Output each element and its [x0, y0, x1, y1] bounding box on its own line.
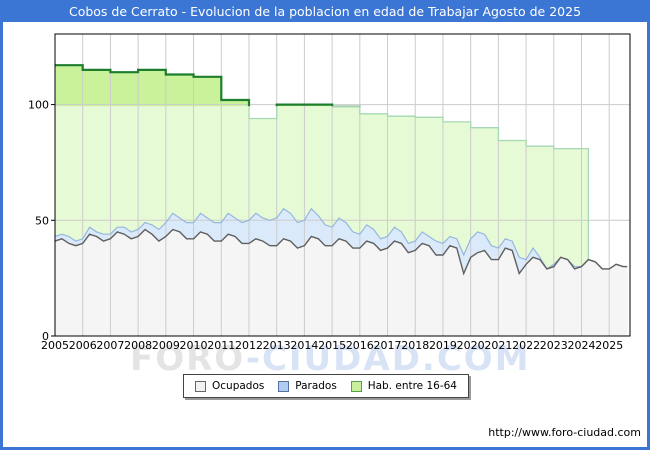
legend-item-hab: Hab. entre 16-64 [350, 380, 457, 392]
legend-item-ocupados: Ocupados [195, 380, 264, 392]
chart-title: Cobos de Cerrato - Evolucion de la pobla… [68, 4, 582, 19]
site-url-link[interactable]: http://www.foro-ciudad.com [488, 426, 641, 439]
legend-item-parados: Parados [278, 380, 337, 392]
hab-swatch-icon [350, 380, 362, 392]
legend: Ocupados Parados Hab. entre 16-64 [183, 374, 469, 398]
watermark-part1: FORO [130, 339, 246, 379]
watermark: FORO-CIUDAD.COM [130, 342, 531, 376]
legend-label-ocupados: Ocupados [212, 380, 265, 392]
title-bar: Cobos de Cerrato - Evolucion de la pobla… [0, 0, 650, 22]
parados-swatch-icon [278, 380, 290, 392]
watermark-part2: -CIUDAD.COM [245, 339, 531, 379]
legend-label-parados: Parados [295, 380, 337, 392]
ocupados-swatch-icon [195, 380, 206, 392]
legend-label-hab: Hab. entre 16-64 [367, 380, 457, 392]
